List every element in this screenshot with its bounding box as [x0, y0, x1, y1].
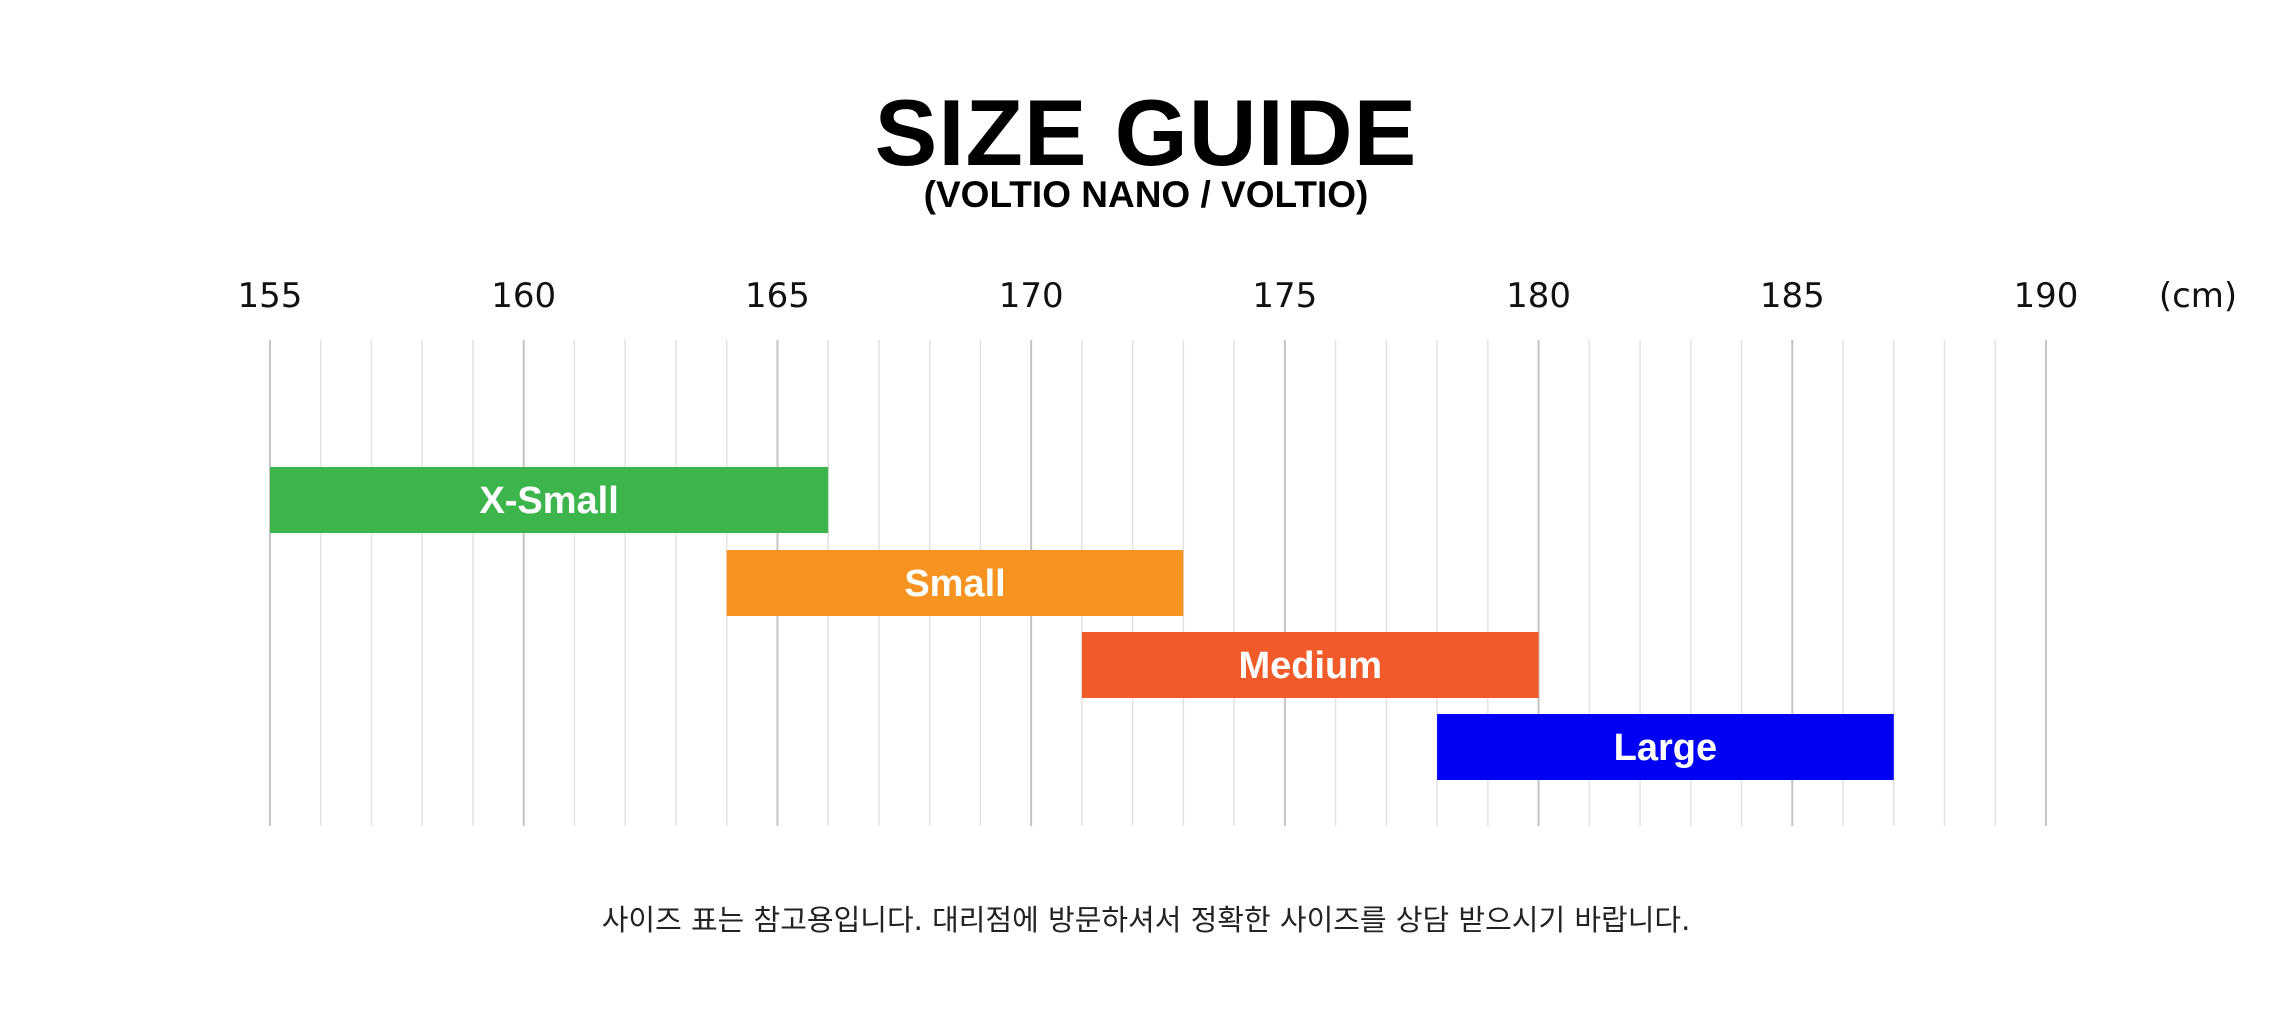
x-tick-label: 190: [2014, 276, 2079, 316]
x-tick-label: 175: [1252, 276, 1317, 316]
size-bar-label: Small: [904, 563, 1005, 605]
size-bar-medium: [1081, 632, 1539, 698]
size-bar-label: X-Small: [479, 480, 618, 522]
unit-label: (cm): [2159, 276, 2237, 316]
x-tick-label: 180: [1506, 276, 1571, 316]
size-bar-small: [726, 550, 1184, 616]
x-axis-ticks: 155 160 165 170 175 180 185 190: [238, 276, 2079, 316]
x-tick-label: 170: [999, 276, 1064, 316]
x-tick-label: 160: [491, 276, 556, 316]
x-tick-label: 155: [238, 276, 303, 316]
size-bar-x-small: [270, 467, 829, 533]
size-bar-large: [1437, 714, 1894, 780]
size-bar-label: Large: [1614, 727, 1717, 769]
chart-subtitle: (VOLTIO NANO / VOLTIO): [923, 174, 1369, 215]
size-bars: X-Small Small Medium Large: [270, 467, 1894, 780]
x-tick-label: 185: [1760, 276, 1825, 316]
x-tick-label: 165: [745, 276, 810, 316]
size-bar-label: Medium: [1238, 645, 1382, 687]
footnote: 사이즈 표는 참고용입니다. 대리점에 방문하셔서 정확한 사이즈를 상담 받으…: [601, 903, 1691, 937]
chart-title: SIZE GUIDE: [874, 80, 1418, 185]
